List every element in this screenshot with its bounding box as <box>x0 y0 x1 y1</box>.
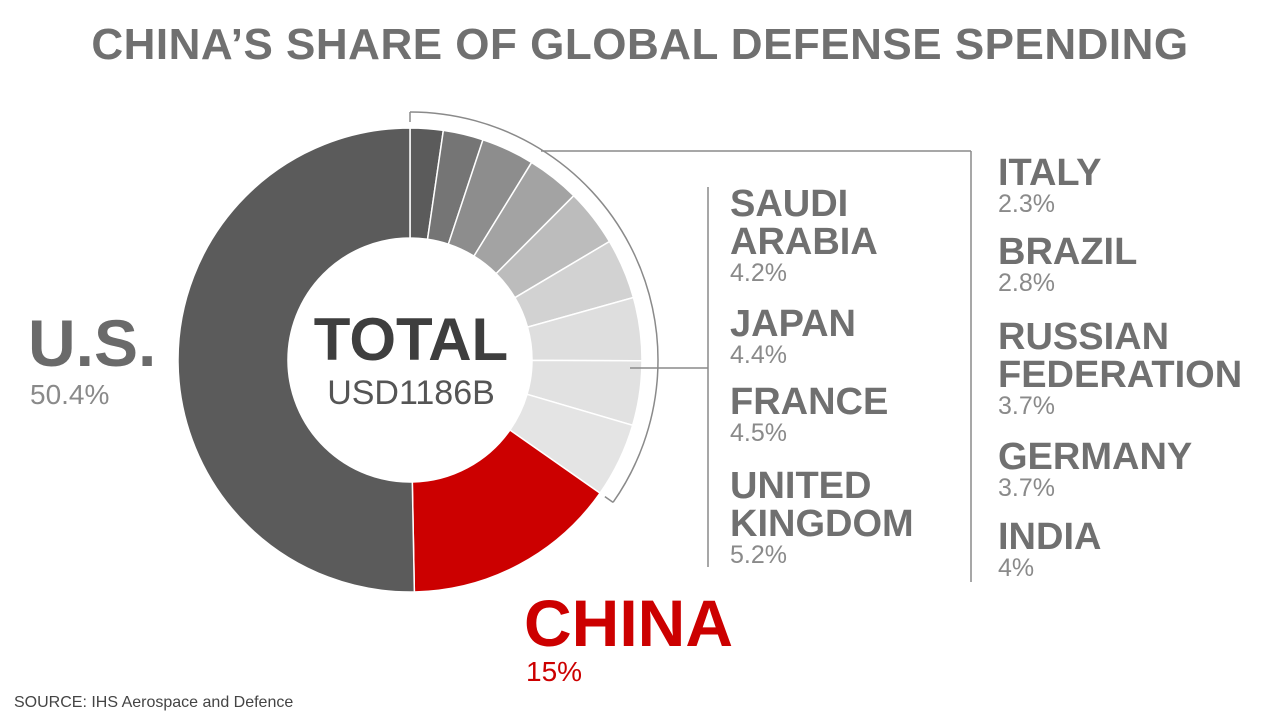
china-percent: 15% <box>526 656 583 687</box>
country-name: RUSSIAN FEDERATION <box>998 316 1243 396</box>
slice-u-s <box>177 127 416 593</box>
country-percent: 4.5% <box>730 419 787 447</box>
bracket-tick-end <box>604 495 614 503</box>
us-label: U.S. <box>28 306 157 380</box>
country-name: BRAZIL <box>998 231 1138 273</box>
country-percent: 3.7% <box>998 474 1055 502</box>
country-percent: 2.3% <box>998 190 1055 218</box>
us-percent: 50.4% <box>30 379 110 410</box>
country-name: UNITED KINGDOM <box>730 465 914 545</box>
country-percent: 2.8% <box>998 269 1055 297</box>
country-name: SAUDI ARABIA <box>730 183 878 263</box>
country-name: JAPAN <box>730 303 856 345</box>
bracket-arc <box>409 111 659 503</box>
chart-title: CHINA’S SHARE OF GLOBAL DEFENSE SPENDING <box>91 20 1189 69</box>
country-label-united-kingdom: UNITED KINGDOM 5.2% <box>730 467 914 568</box>
country-label-india: INDIA 4% <box>998 518 1101 581</box>
country-percent: 4% <box>998 554 1035 582</box>
country-name: ITALY <box>998 152 1102 194</box>
country-label-japan: JAPAN 4.4% <box>730 305 856 368</box>
country-name: GERMANY <box>998 436 1193 478</box>
country-label-france: FRANCE 4.5% <box>730 383 888 446</box>
source-note: SOURCE: IHS Aerospace and Defence <box>14 694 294 711</box>
slice-china <box>411 428 602 593</box>
country-label-russian-federation: RUSSIAN FEDERATION 3.7% <box>998 318 1242 419</box>
country-label-brazil: BRAZIL 2.8% <box>998 233 1137 296</box>
country-percent: 3.7% <box>998 392 1055 420</box>
center-total-label: TOTAL <box>313 306 509 373</box>
country-name: INDIA <box>998 516 1102 558</box>
country-percent: 4.4% <box>730 341 787 369</box>
country-percent: 5.2% <box>730 541 787 569</box>
country-label-italy: ITALY 2.3% <box>998 154 1101 217</box>
center-total-amount: USD1186B <box>327 374 495 412</box>
country-label-saudi-arabia: SAUDI ARABIA 4.2% <box>730 185 878 286</box>
china-label: CHINA <box>524 586 733 660</box>
country-name: FRANCE <box>730 381 889 423</box>
country-label-germany: GERMANY 3.7% <box>998 438 1192 501</box>
country-percent: 4.2% <box>730 259 787 287</box>
